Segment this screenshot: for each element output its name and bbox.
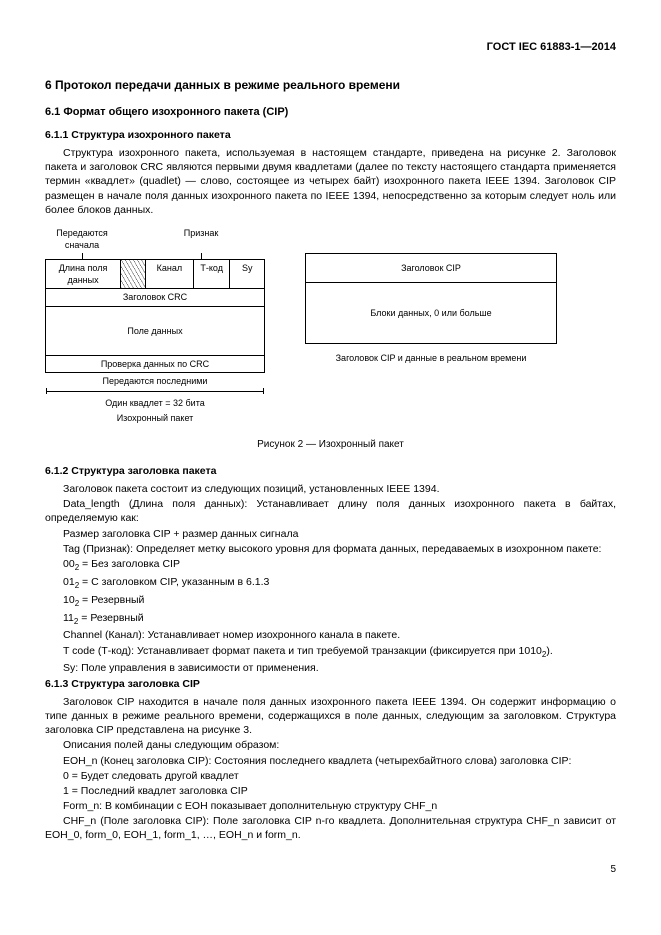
cell-tcode: Т-код: [194, 260, 230, 288]
fig-iso-label: Изохронный пакет: [117, 412, 194, 424]
fig-label-top-left: Передаются сначала: [46, 227, 118, 251]
p-613a: Заголовок CIP находится в начале поля да…: [45, 695, 616, 738]
section-6-1-2-body: Заголовок пакета состоит из следующих по…: [45, 482, 616, 676]
section-6-1-2-heading: 6.1.2 Структура заголовка пакета: [45, 464, 616, 478]
p-612i: Channel (Канал): Устанавливает номер изо…: [45, 628, 616, 642]
figure-2: Передаются сначала Признак Длина поля да…: [45, 227, 616, 452]
p-613b: Описания полей даны следующим образом:: [45, 738, 616, 752]
section-6-1-3-body: Заголовок CIP находится в начале поля да…: [45, 695, 616, 843]
packet-table: Длина поля данных Канал Т-код Sy Заголов…: [45, 259, 265, 373]
p-613e: 1 = Последний квадлет заголовка CIP: [45, 784, 616, 798]
section-6-1-1-heading: 6.1.1 Структура изохронного пакета: [45, 128, 616, 142]
page-number: 5: [45, 863, 616, 877]
section-6-heading: 6 Протокол передачи данных в режиме реал…: [45, 77, 616, 93]
cell-channel: Канал: [146, 260, 194, 288]
fig-bits-label: Один квадлет = 32 бита: [105, 397, 204, 409]
p-612e: 002 = Без заголовка CIP: [45, 557, 616, 574]
fig-label-top-right: Признак: [118, 227, 264, 251]
p-612k: Sy: Поле управления в зависимости от при…: [45, 661, 616, 675]
page-container: ГОСТ IEC 61883-1—2014 6 Протокол передач…: [0, 0, 661, 906]
cell-tag: [121, 260, 146, 288]
cell-sy: Sy: [230, 260, 264, 288]
cell-data-field: Поле данных: [46, 307, 264, 355]
figure-right-block: Заголовок CIP Блоки данных, 0 или больше…: [305, 227, 557, 364]
p-613f: Form_n: В комбинации с EOH показывает до…: [45, 799, 616, 813]
p-612j: T code (Т-код): Устанавливает формат пак…: [45, 644, 616, 661]
cell-crc-header: Заголовок CRC: [46, 289, 264, 305]
fig-right-caption: Заголовок CIP и данные в реальном времен…: [306, 352, 556, 364]
cip-body-cell: Блоки данных, 0 или больше: [306, 283, 556, 343]
cell-data-length: Длина поля данных: [46, 260, 121, 288]
p-612c: Размер заголовка CIP + размер данных сиг…: [45, 527, 616, 541]
section-6-1-3-heading: 6.1.3 Структура заголовка CIP: [45, 677, 616, 691]
figure-2-caption: Рисунок 2 — Изохронный пакет: [45, 438, 616, 452]
figure-left-block: Передаются сначала Признак Длина поля да…: [45, 227, 265, 424]
p-612h: 112 = Резервный: [45, 611, 616, 628]
fig-label-bottom: Передаются последними: [103, 375, 208, 387]
p-612g: 102 = Резервный: [45, 593, 616, 610]
p-613c: EOH_n (Конец заголовка CIP): Состояния п…: [45, 754, 616, 768]
cip-table: Заголовок CIP Блоки данных, 0 или больше: [305, 253, 557, 344]
p-612d: Tag (Признак): Определяет метку высокого…: [45, 542, 616, 556]
p-613d: 0 = Будет следовать другой квадлет: [45, 769, 616, 783]
cip-header-cell: Заголовок CIP: [306, 254, 556, 283]
section-6-1-heading: 6.1 Формат общего изохронного пакета (CI…: [45, 105, 616, 120]
cell-crc-check: Проверка данных по CRC: [46, 356, 264, 372]
document-code: ГОСТ IEC 61883-1—2014: [45, 40, 616, 55]
paragraph-6-1-1: Структура изохронного пакета, используем…: [45, 146, 616, 217]
p-612a: Заголовок пакета состоит из следующих по…: [45, 482, 616, 496]
p-613g: CHF_n (Поле заголовка CIP): Поле заголов…: [45, 814, 616, 842]
p-612b: Data_length (Длина поля данных): Устанав…: [45, 497, 616, 525]
p-612f: 012 = С заголовком CIP, указанным в 6.1.…: [45, 575, 616, 592]
